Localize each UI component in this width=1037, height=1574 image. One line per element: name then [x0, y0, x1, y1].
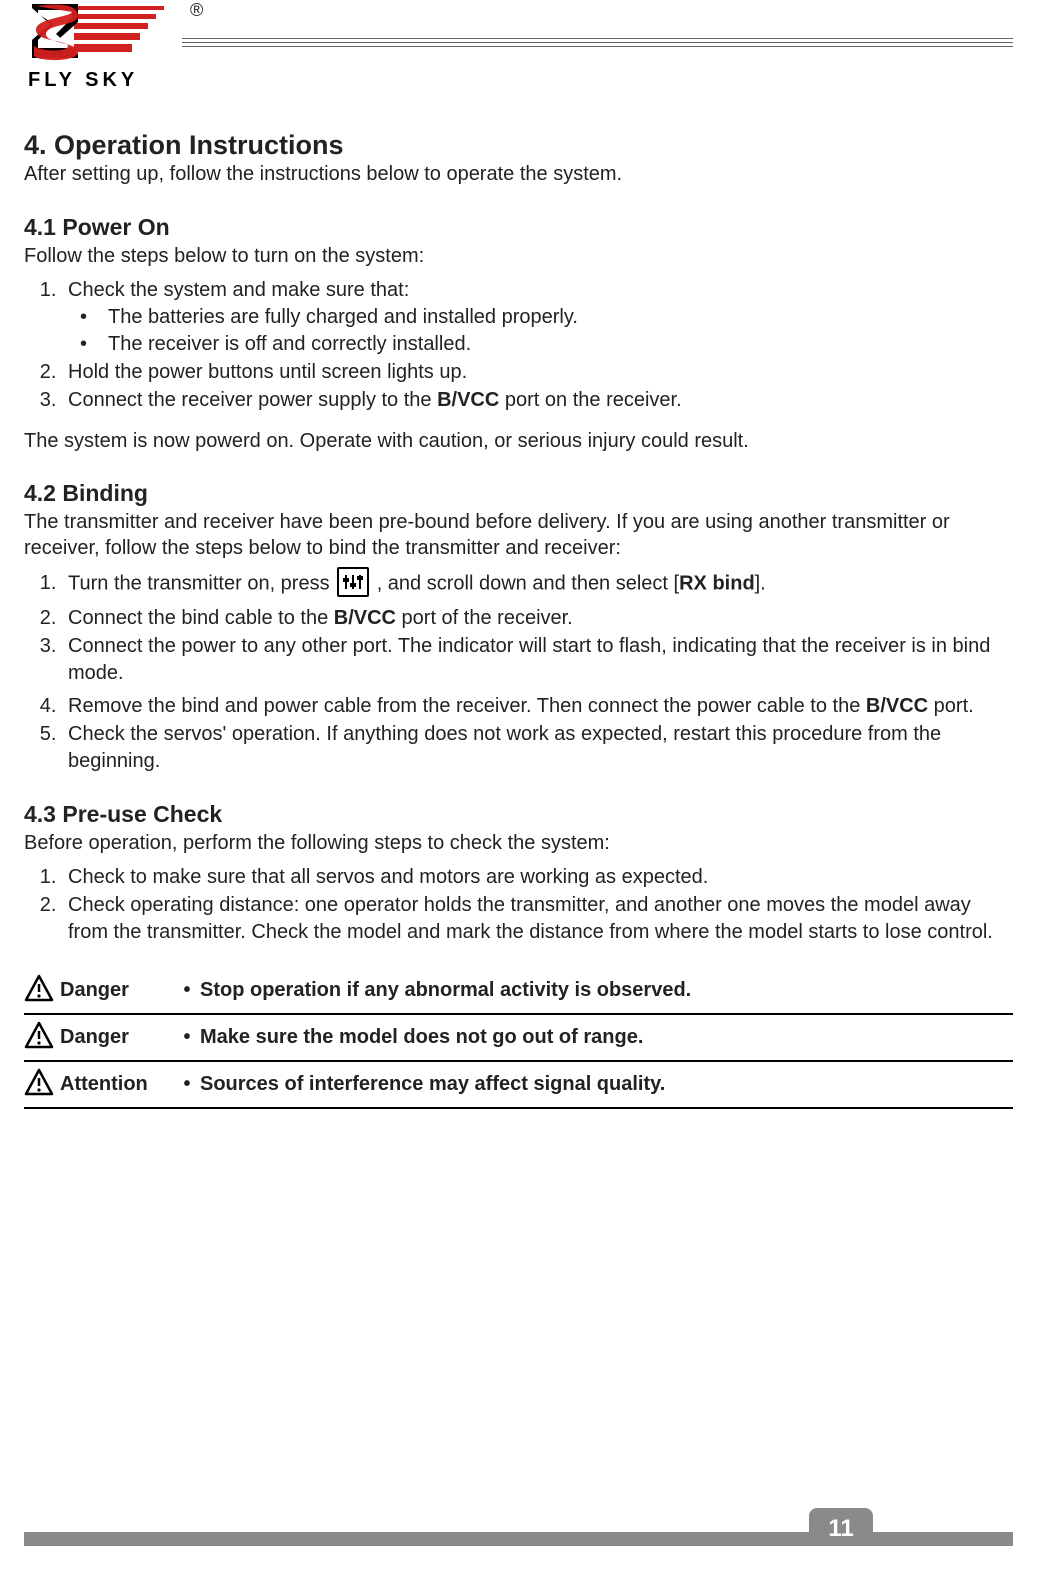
list-item: Connect the receiver power supply to the…	[62, 387, 1013, 414]
section-intro: After setting up, follow the instruction…	[24, 163, 1013, 186]
list-text: port of the receiver.	[396, 607, 573, 629]
list-text: Connect the power to any other port. The…	[68, 635, 990, 684]
list-item: Check to make sure that all servos and m…	[62, 864, 1013, 891]
list-text: Check the system and make sure that:	[68, 279, 409, 301]
warning-icon	[24, 1068, 60, 1101]
list-text: Connect the receiver power supply to the	[68, 389, 437, 411]
bullet: •	[174, 1073, 200, 1096]
list-text: ].	[755, 572, 766, 594]
list-item: Hold the power buttons until screen ligh…	[62, 359, 1013, 386]
header-rule	[182, 38, 1013, 48]
warning-row: Danger • Make sure the model does not go…	[24, 1015, 1013, 1062]
bullet: •	[174, 1026, 200, 1049]
list-text: The receiver is off and correctly instal…	[108, 333, 471, 355]
paragraph: The system is now powerd on. Operate wit…	[24, 428, 1013, 454]
list-item: Connect the power to any other port. The…	[62, 633, 1013, 687]
list-item: Turn the transmitter on, press , and scr…	[62, 569, 1013, 599]
list-text: Check operating distance: one operator h…	[68, 894, 993, 943]
page-footer: 11	[24, 1518, 1013, 1546]
bold-term: RX bind	[679, 572, 755, 594]
warning-row: Danger • Stop operation if any abnormal …	[24, 968, 1013, 1015]
manual-page: FLY SKY ® 4. Operation Instructions Afte…	[0, 0, 1037, 1574]
list-item: Check the servos' operation. If anything…	[62, 721, 1013, 775]
list-item: Check operating distance: one operator h…	[62, 892, 1013, 946]
list-item: Connect the bind cable to the B/VCC port…	[62, 605, 1013, 632]
warning-text: Make sure the model does not go out of r…	[200, 1026, 643, 1049]
section-title: 4. Operation Instructions	[24, 130, 1013, 161]
subsection-title-43: 4.3 Pre-use Check	[24, 801, 1013, 828]
page-number: 11	[809, 1508, 873, 1546]
list-text: Hold the power buttons until screen ligh…	[68, 361, 467, 383]
warning-icon	[24, 1021, 60, 1054]
page-content: 4. Operation Instructions After setting …	[24, 100, 1013, 1109]
subsection-lead-42: The transmitter and receiver have been p…	[24, 509, 1013, 561]
subsection-lead-41: Follow the steps below to turn on the sy…	[24, 243, 1013, 269]
registered-mark: ®	[190, 0, 203, 21]
warning-icon	[24, 974, 60, 1007]
list-text: Remove the bind and power cable from the…	[68, 695, 866, 717]
warning-label: Attention	[60, 1073, 174, 1096]
logo: FLY SKY	[24, 0, 182, 92]
subsection-title-41: 4.1 Power On	[24, 214, 1013, 241]
list-item: The receiver is off and correctly instal…	[80, 331, 1013, 358]
list-text: , and scroll down and then select [	[371, 572, 679, 594]
list-text: Connect the bind cable to the	[68, 607, 334, 629]
list-text: The batteries are fully charged and inst…	[108, 306, 578, 328]
subsection-title-42: 4.2 Binding	[24, 480, 1013, 507]
list-text: Turn the transmitter on, press	[68, 572, 335, 594]
list-item: Check the system and make sure that: The…	[62, 277, 1013, 358]
list-text: Check to make sure that all servos and m…	[68, 866, 708, 888]
list-42: Turn the transmitter on, press , and scr…	[24, 569, 1013, 775]
subsection-lead-43: Before operation, perform the following …	[24, 830, 1013, 856]
settings-icon	[337, 567, 369, 597]
warning-label: Danger	[60, 1026, 174, 1049]
warning-row: Attention • Sources of interference may …	[24, 1062, 1013, 1109]
list-item: The batteries are fully charged and inst…	[80, 304, 1013, 331]
list-item: Remove the bind and power cable from the…	[62, 693, 1013, 720]
list-43: Check to make sure that all servos and m…	[24, 864, 1013, 946]
flysky-logo-icon: FLY SKY	[24, 0, 182, 92]
warning-text: Sources of interference may affect signa…	[200, 1073, 665, 1096]
svg-text:FLY SKY: FLY SKY	[28, 69, 138, 91]
warning-label: Danger	[60, 979, 174, 1002]
warning-block: Danger • Stop operation if any abnormal …	[24, 968, 1013, 1109]
bold-term: B/VCC	[866, 695, 928, 717]
bold-term: B/VCC	[334, 607, 396, 629]
bullet: •	[174, 979, 200, 1002]
list-text: Check the servos' operation. If anything…	[68, 723, 941, 772]
sublist: The batteries are fully charged and inst…	[68, 304, 1013, 358]
list-text: port.	[928, 695, 974, 717]
warning-text: Stop operation if any abnormal activity …	[200, 979, 691, 1002]
bold-term: B/VCC	[437, 389, 499, 411]
list-41: Check the system and make sure that: The…	[24, 277, 1013, 414]
list-text: port on the receiver.	[499, 389, 681, 411]
page-header: FLY SKY ®	[24, 0, 1013, 100]
